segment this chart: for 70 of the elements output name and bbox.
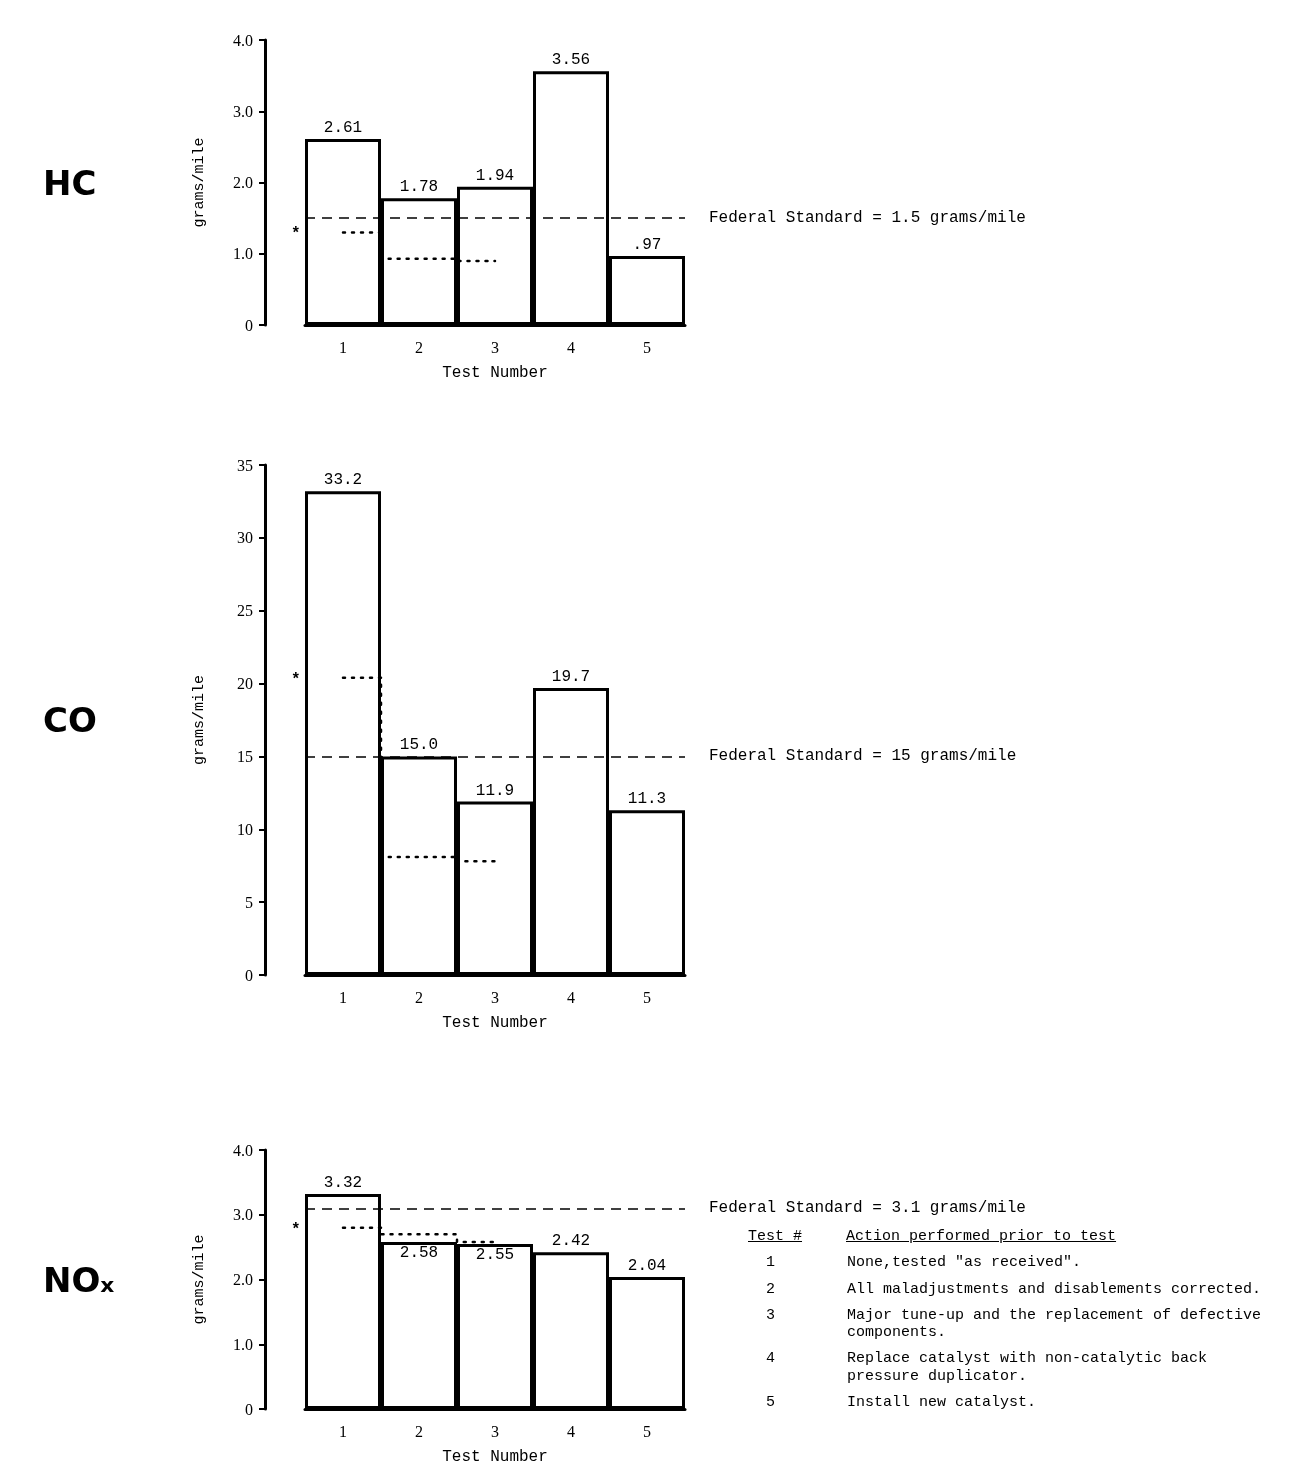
data-label: 2.58 xyxy=(399,1243,439,1262)
x-tick-label: 5 xyxy=(643,988,651,1006)
data-label: 19.7 xyxy=(551,667,591,686)
x-tick-label: 1 xyxy=(339,338,347,356)
y-axis-title: grams/mile xyxy=(191,1234,208,1325)
data-label: 2.04 xyxy=(627,1256,667,1275)
x-tick-label: 5 xyxy=(643,338,651,356)
text: 5 Install new catalyst. xyxy=(765,1393,1038,1411)
data-label: 33.2 xyxy=(323,471,363,490)
x-tick-label: 4 xyxy=(567,338,575,356)
x-tick-label: 1 xyxy=(339,988,347,1006)
text: 4 Replace catalyst with non-catalytic back pressure duplicator. xyxy=(765,1350,1209,1385)
x-tick-label: 3 xyxy=(491,1422,499,1440)
y-tick-label: 35 xyxy=(237,456,253,474)
x-tick-label: 2 xyxy=(415,338,423,356)
y-axis-title: grams/mile xyxy=(191,137,208,228)
y-tick-label: 2.0 xyxy=(233,174,253,191)
text: CO xyxy=(43,700,97,740)
text: * xyxy=(291,225,301,244)
text: Action performed prior to test xyxy=(846,1228,1118,1246)
x-tick-label: 5 xyxy=(643,1422,651,1440)
data-label: 15.0 xyxy=(399,736,439,755)
y-tick-label: 1.0 xyxy=(233,245,253,263)
y-tick-label: 25 xyxy=(237,602,253,620)
data-label: 2.55 xyxy=(475,1245,515,1264)
text: * xyxy=(291,1220,301,1239)
x-axis-title: Test Number xyxy=(442,364,548,382)
data-label: 11.9 xyxy=(475,781,515,800)
text: 1 None,tested "as received". xyxy=(765,1254,1083,1272)
text: HC xyxy=(43,162,97,203)
y-tick-label: 15 xyxy=(237,747,253,765)
ref-line-label: Federal Standard = 1.5 grams/mile xyxy=(709,209,1026,228)
y-tick-label: 1.0 xyxy=(233,1335,253,1353)
data-label: 1.94 xyxy=(475,166,515,185)
y-tick-label: 2.0 xyxy=(233,1271,253,1288)
x-axis-title: Test Number xyxy=(442,1014,548,1032)
x-tick-label: 2 xyxy=(415,988,423,1006)
ref-line-label: Federal Standard = 3.1 grams/mile xyxy=(709,1199,1026,1218)
data-label: 2.42 xyxy=(551,1232,591,1251)
x-tick-label: 3 xyxy=(491,338,499,356)
y-tick-label: 3.0 xyxy=(233,102,253,120)
text: 2 All maladjustments and disablements corrected. xyxy=(765,1280,1263,1298)
data-label: .97 xyxy=(632,235,662,254)
y-tick-label: 20 xyxy=(237,675,253,693)
y-tick-label: 4.0 xyxy=(233,31,253,49)
x-tick-label: 1 xyxy=(339,1422,347,1440)
data-label: 3.32 xyxy=(323,1174,363,1193)
data-label: 11.3 xyxy=(627,790,667,809)
text: 3 Major tune-up and the replacement of defective components. xyxy=(765,1306,1263,1342)
y-tick-label: 5 xyxy=(245,893,253,911)
x-axis-title: Test Number xyxy=(442,1448,548,1466)
y-tick-label: 10 xyxy=(237,820,253,838)
x-tick-label: 4 xyxy=(567,1422,575,1440)
y-tick-label: 0 xyxy=(245,316,253,334)
data-label: 2.61 xyxy=(323,119,363,138)
text: * xyxy=(291,670,301,689)
text: Test # xyxy=(748,1228,803,1246)
data-label: 1.78 xyxy=(399,178,439,197)
x-tick-label: 2 xyxy=(415,1422,423,1440)
y-tick-label: 3.0 xyxy=(233,1206,253,1224)
x-tick-label: 3 xyxy=(491,988,499,1006)
y-tick-label: 0 xyxy=(245,1400,253,1418)
y-tick-label: 0 xyxy=(245,966,253,984)
y-axis-title: grams/mile xyxy=(191,674,208,766)
ref-line-label: Federal Standard = 15 grams/mile xyxy=(709,747,1017,766)
y-tick-label: 30 xyxy=(237,529,253,547)
data-label: 3.56 xyxy=(551,51,591,70)
y-tick-label: 4.0 xyxy=(233,1141,253,1159)
x-tick-label: 4 xyxy=(567,988,575,1006)
text: NOₓ xyxy=(43,1259,115,1300)
